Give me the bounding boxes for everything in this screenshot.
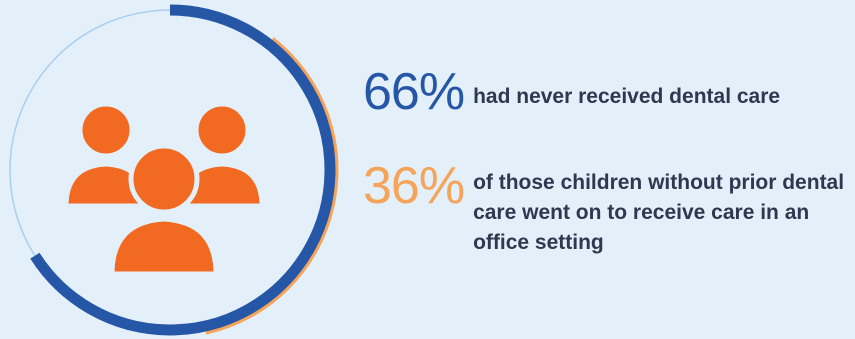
stat-percent: 66% — [363, 63, 465, 121]
stat-received-office-care: 36% of those children without prior dent… — [363, 160, 855, 258]
stat-description: of those children without prior dental c… — [473, 171, 845, 254]
donut-chart — [9, 4, 339, 336]
stat-description: had never received dental care — [473, 85, 781, 108]
people-group-icon — [63, 101, 265, 277]
stat-percent: 36% — [363, 157, 465, 215]
stat-never-received-care: 66% had never received dental care — [363, 66, 780, 118]
ring-arc-66-percent — [30, 4, 336, 336]
